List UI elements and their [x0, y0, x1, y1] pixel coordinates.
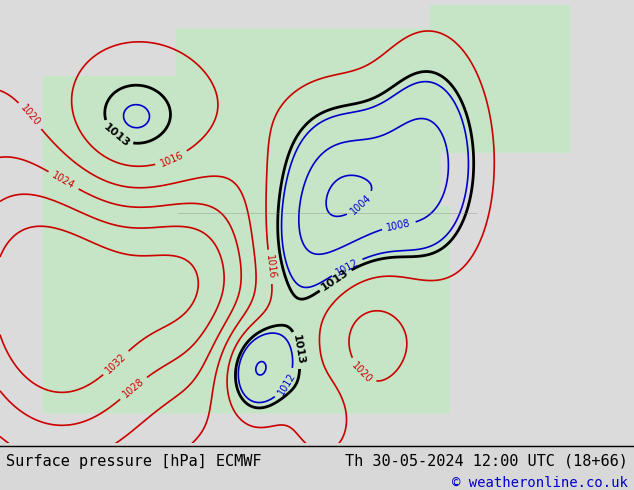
Text: 1004: 1004 — [349, 193, 373, 217]
Text: 1020: 1020 — [18, 103, 42, 128]
Text: 1016: 1016 — [264, 254, 276, 280]
Text: Surface pressure [hPa] ECMWF: Surface pressure [hPa] ECMWF — [6, 454, 262, 468]
Text: 1013: 1013 — [101, 122, 131, 149]
Text: 1012: 1012 — [333, 257, 360, 277]
Text: 1032: 1032 — [103, 351, 129, 375]
Text: 1008: 1008 — [386, 218, 412, 233]
Text: 1012: 1012 — [276, 371, 297, 397]
Text: Th 30-05-2024 12:00 UTC (18+66): Th 30-05-2024 12:00 UTC (18+66) — [345, 454, 628, 468]
Text: 1024: 1024 — [50, 170, 77, 191]
Text: 1020: 1020 — [349, 360, 374, 385]
Text: 1013: 1013 — [320, 267, 351, 293]
Text: 1028: 1028 — [121, 376, 146, 400]
Text: © weatheronline.co.uk: © weatheronline.co.uk — [452, 476, 628, 490]
Text: 1013: 1013 — [291, 334, 306, 366]
Text: 1016: 1016 — [158, 149, 185, 169]
